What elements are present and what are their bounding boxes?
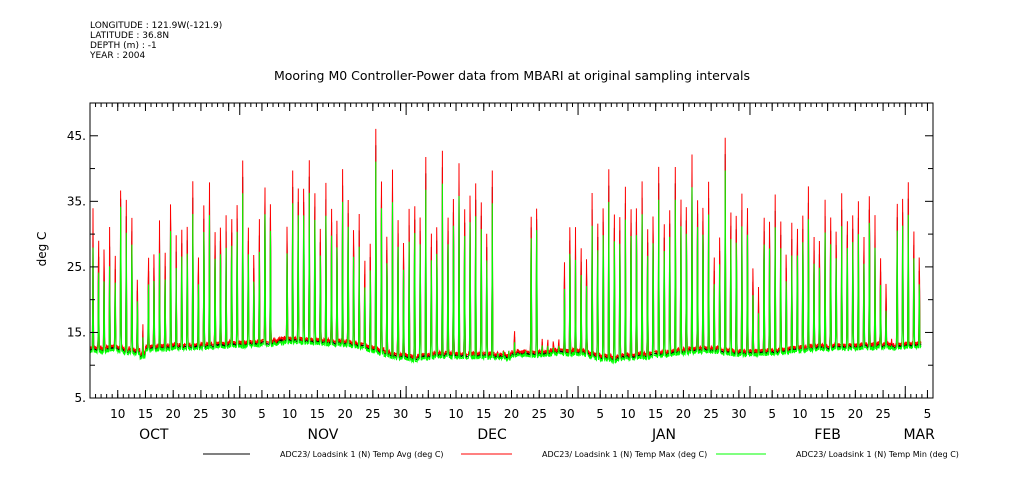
- month-label: DEC: [477, 427, 507, 443]
- month-label: JAN: [651, 427, 676, 443]
- x-tick-label: 20: [504, 407, 519, 421]
- legend: ADC23/ Loadsink 1 (N) Temp Avg (deg C) AD…: [203, 450, 959, 459]
- x-tick-label: 5: [596, 407, 604, 421]
- x-tick-label: 10: [110, 407, 125, 421]
- month-label: NOV: [308, 427, 339, 443]
- x-tick-label: 10: [620, 407, 635, 421]
- x-tick-label: 15: [138, 407, 153, 421]
- x-tick-label: 20: [676, 407, 691, 421]
- legend-label: ADC23/ Loadsink 1 (N) Temp Max (deg C): [542, 450, 707, 459]
- x-tick-label: 15: [820, 407, 835, 421]
- x-tick-label: 5: [258, 407, 266, 421]
- x-tick-label: 15: [476, 407, 491, 421]
- x-tick-label: 15: [310, 407, 325, 421]
- metadata-longitude: LONGITUDE : 121.9W(-121.9): [90, 21, 223, 31]
- x-tick-label: 30: [221, 407, 236, 421]
- x-tick-label: 30: [393, 407, 408, 421]
- x-tick-label: 5: [768, 407, 776, 421]
- series-line-min: [89, 161, 922, 365]
- y-tick-label: 35.: [67, 194, 86, 208]
- metadata-latitude: LATITUDE : 36.8N: [90, 31, 170, 41]
- x-tick-label: 30: [559, 407, 574, 421]
- legend-label: ADC23/ Loadsink 1 (N) Temp Min (deg C): [796, 450, 959, 459]
- x-tick-label: 25: [704, 407, 719, 421]
- y-tick-label: 25.: [67, 260, 86, 274]
- y-tick-label: 15.: [67, 325, 86, 339]
- month-label: FEB: [814, 427, 841, 443]
- x-tick-label: 25: [532, 407, 547, 421]
- x-tick-label: 5: [924, 407, 932, 421]
- month-label: MAR: [903, 427, 935, 443]
- metadata-depth: DEPTH (m) : -1: [90, 41, 157, 51]
- chart-title: Mooring M0 Controller-Power data from MB…: [274, 68, 750, 83]
- x-tick-label: 10: [792, 407, 807, 421]
- series-layer: [89, 128, 922, 365]
- y-tick-label: 45.: [67, 129, 86, 143]
- x-tick-label: 10: [448, 407, 463, 421]
- y-tick-label: 5.: [75, 391, 86, 405]
- x-tick-label: 15: [648, 407, 663, 421]
- x-tick-label: 10: [282, 407, 297, 421]
- axis-layer: 5. 15. 25. 35. 45. 10 15 20 25 30 5 10 15 20 25 30 5 10 15…: [67, 103, 935, 443]
- y-axis-label: deg C: [35, 232, 49, 267]
- x-tick-label: 20: [848, 407, 863, 421]
- month-label: OCT: [139, 427, 169, 443]
- x-tick-label: 20: [166, 407, 181, 421]
- x-tick-label: 25: [875, 407, 890, 421]
- metadata-year: YEAR : 2004: [90, 51, 146, 61]
- x-tick-label: 25: [365, 407, 380, 421]
- x-tick-label: 5: [424, 407, 432, 421]
- x-tick-label: 25: [193, 407, 208, 421]
- x-tick-label: 30: [731, 407, 746, 421]
- series-line-max: [89, 128, 922, 361]
- x-tick-label: 20: [337, 407, 352, 421]
- legend-label: ADC23/ Loadsink 1 (N) Temp Avg (deg C): [280, 450, 444, 459]
